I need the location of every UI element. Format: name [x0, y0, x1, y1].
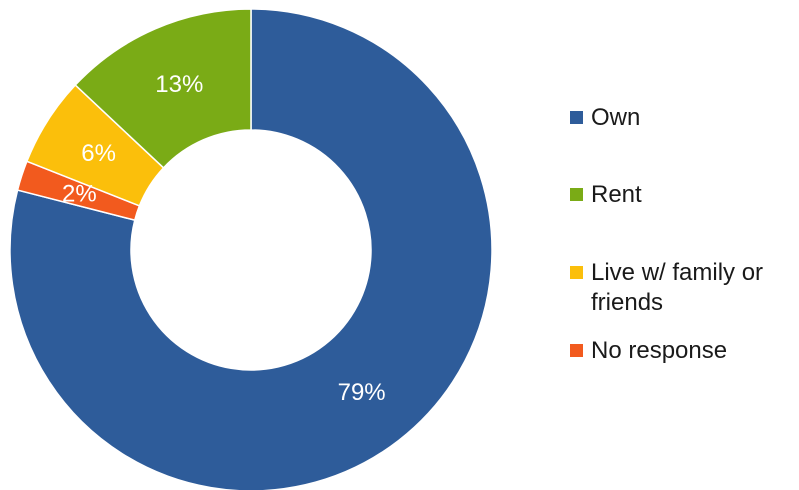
legend-item-live-with-family: Live w/ family or friends [570, 258, 791, 318]
slice-labels: 79% 2% 6% 13% [62, 71, 386, 406]
legend-label-no-response: No response [591, 337, 728, 364]
legend-swatch-no-response [570, 344, 583, 357]
legend-swatch-own [570, 111, 583, 124]
slice-label-live-w-family-or-friends: 6% [81, 140, 116, 167]
legend-swatch-rent [570, 188, 583, 201]
legend-label-live-with-family: Live w/ family or friends [591, 259, 764, 316]
slice-label-rent: 13% [155, 71, 203, 98]
legend-item-no-response: No response [570, 336, 791, 366]
legend-label-rent: Rent [591, 181, 642, 208]
legend-swatch-live-with-family [570, 266, 583, 279]
slice-rent [74, 8, 252, 169]
legend-item-rent: Rent [570, 180, 791, 210]
legend-label-own: Own [591, 104, 641, 131]
slice-label-own: 79% [338, 379, 386, 406]
donut-slices [9, 8, 493, 490]
slice-label-no-response: 2% [62, 181, 97, 208]
slice-own [9, 8, 493, 490]
legend-item-own: Own [570, 103, 791, 133]
